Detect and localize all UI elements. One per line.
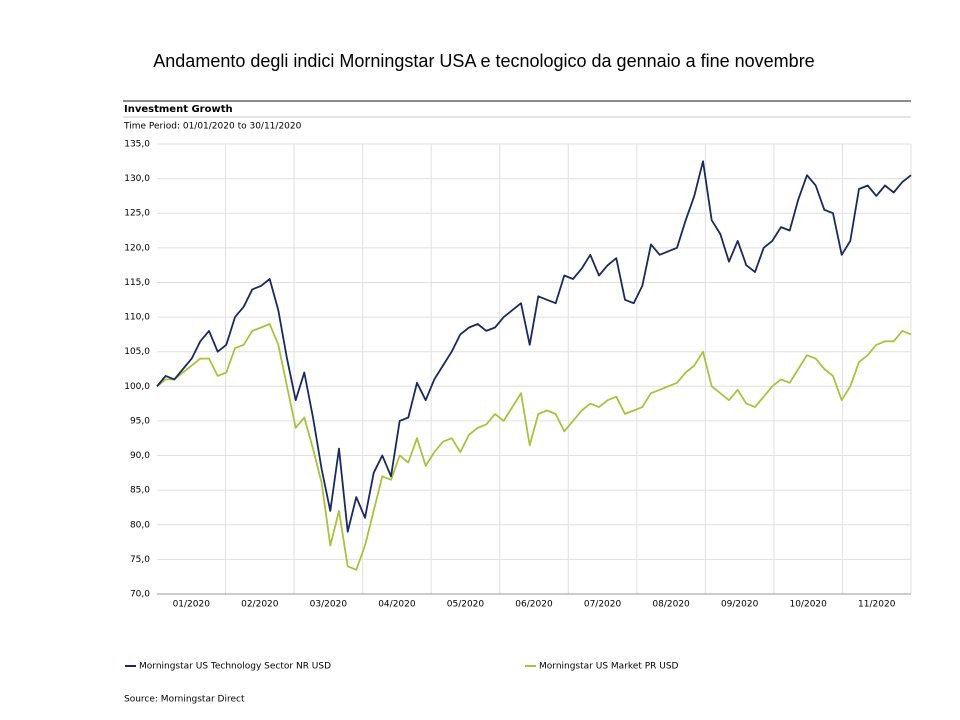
source: Source: Morningstar Direct [124,695,245,705]
y-tick-label: 85,0 [130,486,150,496]
y-tick-label: 100,0 [124,382,150,392]
x-tick-label: 04/2020 [378,600,416,610]
y-tick-label: 70,0 [130,590,150,600]
y-tick-label: 80,0 [130,520,150,530]
x-tick-label: 06/2020 [515,600,553,610]
x-tick-label: 01/2020 [173,600,211,610]
legend-label: Morningstar US Market PR USD [539,662,679,672]
y-tick-label: 125,0 [124,209,150,219]
y-tick-label: 120,0 [124,243,150,253]
x-tick-label: 03/2020 [310,600,348,610]
y-tick-label: 75,0 [130,555,150,565]
x-tick-label: 10/2020 [789,600,827,610]
chart-title: Andamento degli indici Morningstar USA e… [153,51,814,71]
x-tick-label: 09/2020 [721,600,759,610]
x-tick-label: 07/2020 [584,600,622,610]
y-tick-label: 130,0 [124,174,150,184]
y-tick-label: 110,0 [124,313,150,323]
x-tick-label: 08/2020 [652,600,690,610]
period: Time Period: 01/01/2020 to 30/11/2020 [123,122,302,132]
subtitle: Investment Growth [124,104,233,115]
series-line [156,323,912,571]
y-tick-label: 90,0 [130,451,150,461]
x-tick-label: 11/2020 [858,600,896,610]
y-tick-label: 135,0 [124,140,150,150]
series-line [156,160,912,533]
y-tick-label: 95,0 [130,416,150,426]
y-tick-label: 115,0 [124,278,150,288]
x-tick-label: 05/2020 [447,600,485,610]
legend-label: Morningstar US Technology Sector NR USD [139,662,331,672]
y-tick-label: 105,0 [124,347,150,357]
x-tick-label: 02/2020 [241,600,279,610]
